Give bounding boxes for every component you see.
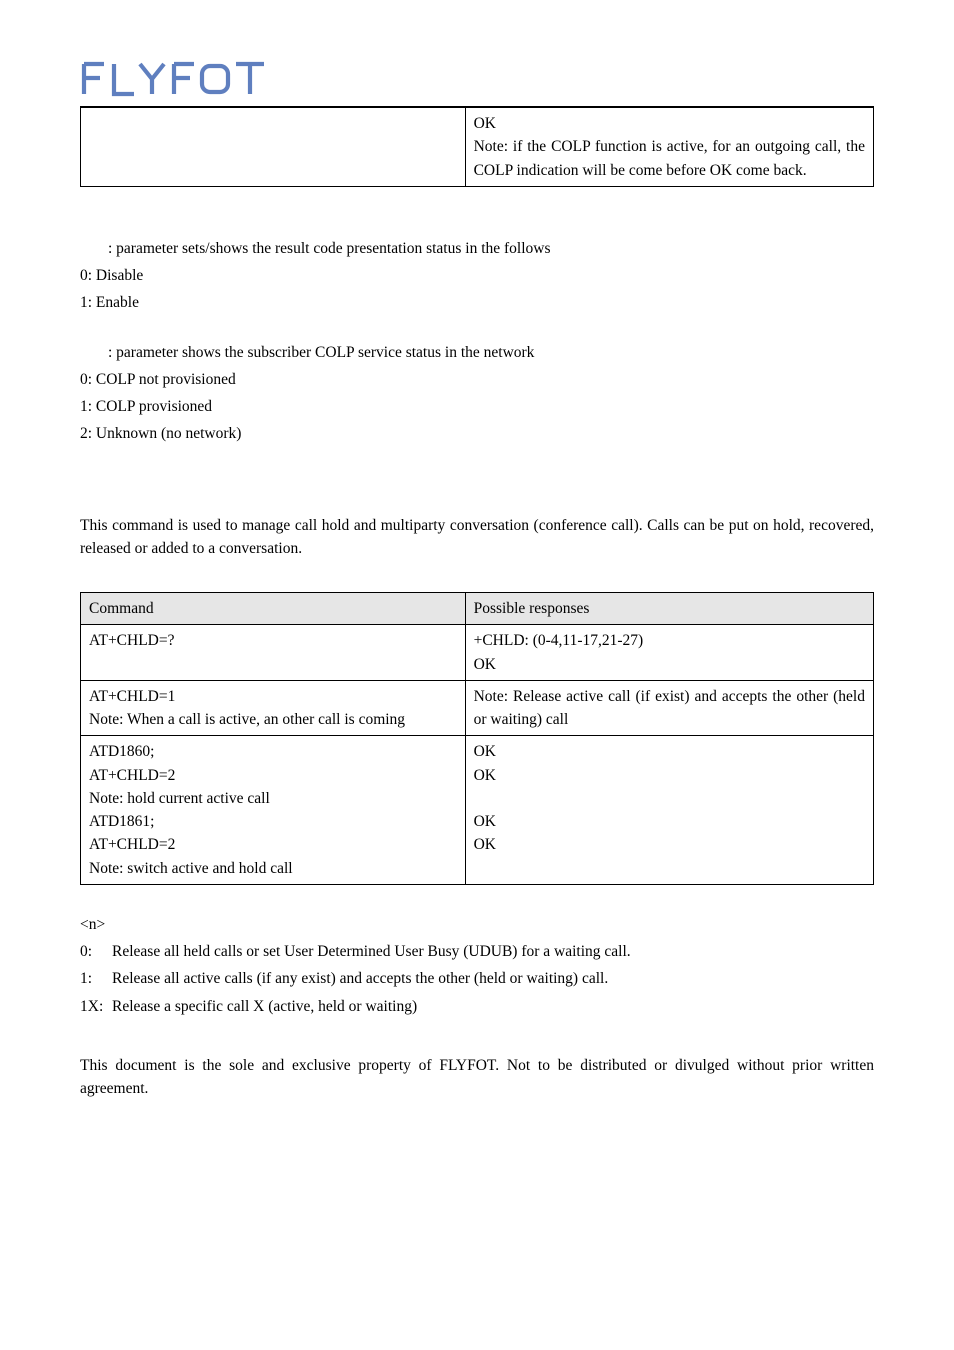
param-network-line3: 1: COLP provisioned [80,395,874,418]
param-n-label: 1X: [80,995,112,1018]
param-network-line4: 2: Unknown (no network) [80,422,874,445]
table1-right-line0: OK [474,112,865,135]
param-status-line1: : parameter sets/shows the result code p… [80,237,874,260]
param-n-label: 1: [80,967,112,990]
command-line: AT+CHLD=? [89,629,457,652]
command-line: AT+CHLD=1 [89,685,457,708]
footer-note: This document is the sole and exclusive … [80,1054,874,1101]
command-cell: AT+CHLD=1 Note: When a call is active, a… [81,680,466,736]
response-line: OK [474,740,865,763]
command-line: ATD1860; [89,740,457,763]
param-n-label: 0: [80,940,112,963]
param-n-text: Release all active calls (if any exist) … [112,970,608,987]
table-row: AT+CHLD=1 Note: When a call is active, a… [81,680,874,736]
response-line: OK [474,764,865,787]
colp-note-table: OK Note: if the COLP function is active,… [80,107,874,187]
param-network-line1: : parameter shows the subscriber COLP se… [80,341,874,364]
command-table-header-responses: Possible responses [465,593,873,625]
response-line: Note: Release active call (if exist) and… [474,685,865,732]
command-table-header-command: Command [81,593,466,625]
param-n-item: 1:Release all active calls (if any exist… [80,967,874,990]
response-line [474,787,865,810]
intro-paragraph: This command is used to manage call hold… [80,514,874,561]
table1-right-line1: Note: if the COLP function is active, fo… [474,135,865,182]
logo [80,60,874,98]
table1-right-cell: OK Note: if the COLP function is active,… [465,108,873,187]
param-n-text: Release a specific call X (active, held … [112,998,417,1015]
command-line: AT+CHLD=2 [89,833,457,856]
response-cell: Note: Release active call (if exist) and… [465,680,873,736]
command-cell: AT+CHLD=? [81,625,466,681]
param-status-line3: 1: Enable [80,291,874,314]
table-row: ATD1860; AT+CHLD=2 Note: hold current ac… [81,736,874,885]
response-cell: +CHLD: (0-4,11-17,21-27) OK [465,625,873,681]
response-line: +CHLD: (0-4,11-17,21-27) [474,629,865,652]
response-cell: OK OK OK OK [465,736,873,885]
response-line: OK [474,810,865,833]
table-row: AT+CHLD=? +CHLD: (0-4,11-17,21-27) OK [81,625,874,681]
table1-left-cell [81,108,466,187]
command-line: AT+CHLD=2 [89,764,457,787]
command-line: Note: hold current active call [89,787,457,810]
command-cell: ATD1860; AT+CHLD=2 Note: hold current ac… [81,736,466,885]
param-n-item: 0:Release all held calls or set User Det… [80,940,874,963]
param-n-item: 1X:Release a specific call X (active, he… [80,995,874,1018]
response-line: OK [474,833,865,856]
response-line: OK [474,653,865,676]
command-line: Note: switch active and hold call [89,857,457,880]
param-network-line2: 0: COLP not provisioned [80,368,874,391]
command-line: Note: When a call is active, an other ca… [89,708,457,731]
command-table: Command Possible responses AT+CHLD=? +CH… [80,592,874,885]
response-line [474,857,865,880]
param-n-text: Release all held calls or set User Deter… [112,943,631,960]
param-status-line2: 0: Disable [80,264,874,287]
command-line: ATD1861; [89,810,457,833]
param-n-header: <n> [80,913,874,936]
